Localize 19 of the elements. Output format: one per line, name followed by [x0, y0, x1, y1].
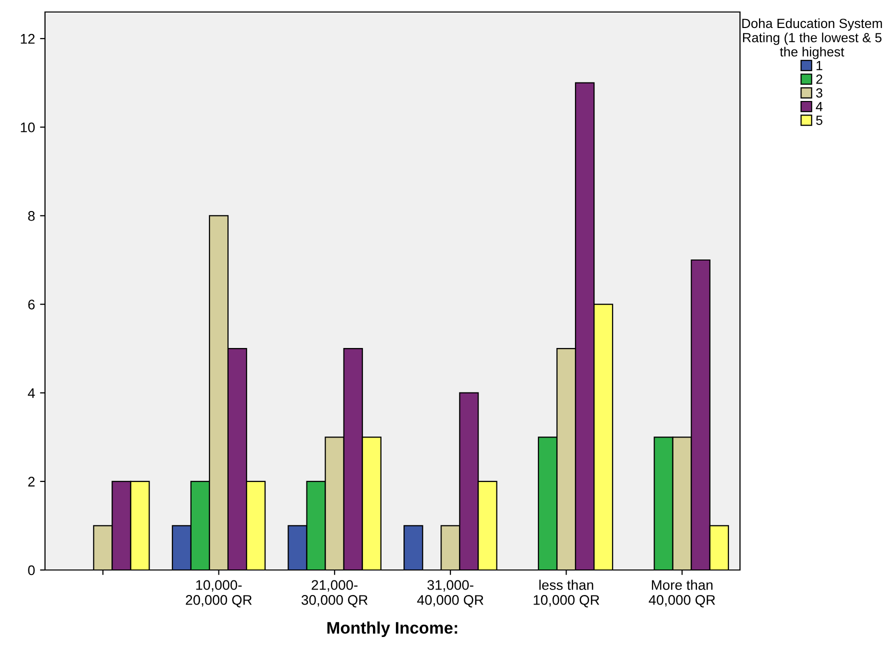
y-tick-label: 6 — [28, 300, 35, 310]
legend-label: 1 — [816, 60, 822, 70]
legend-label: 5 — [816, 116, 822, 125]
y-tick-label: 10 — [20, 122, 35, 132]
x-tick-label: less than 10,000 QR — [534, 580, 600, 608]
y-tick-label: 0 — [28, 565, 35, 576]
x-tick-label: More than 40,000 QR — [648, 580, 716, 608]
y-tick-label: 8 — [28, 211, 35, 221]
legend-label: 2 — [816, 74, 822, 84]
legend-label: 3 — [816, 88, 822, 98]
legend-label: 4 — [816, 102, 823, 112]
y-tick-label: 2 — [28, 476, 35, 486]
x-tick-label: 21,000- 30,000 QR — [302, 580, 368, 608]
x-tick-label: 10,000- 20,000 QR — [186, 580, 252, 608]
legend-title: Doha Education System Rating (1 the lowest & 5 the highest — [742, 18, 882, 60]
y-tick-label: 12 — [20, 34, 35, 44]
x-tick-label: 31,000- 40,000 QR — [417, 580, 484, 608]
x-axis-title: Monthly Income: — [327, 622, 458, 638]
y-tick-label: 4 — [28, 388, 35, 398]
